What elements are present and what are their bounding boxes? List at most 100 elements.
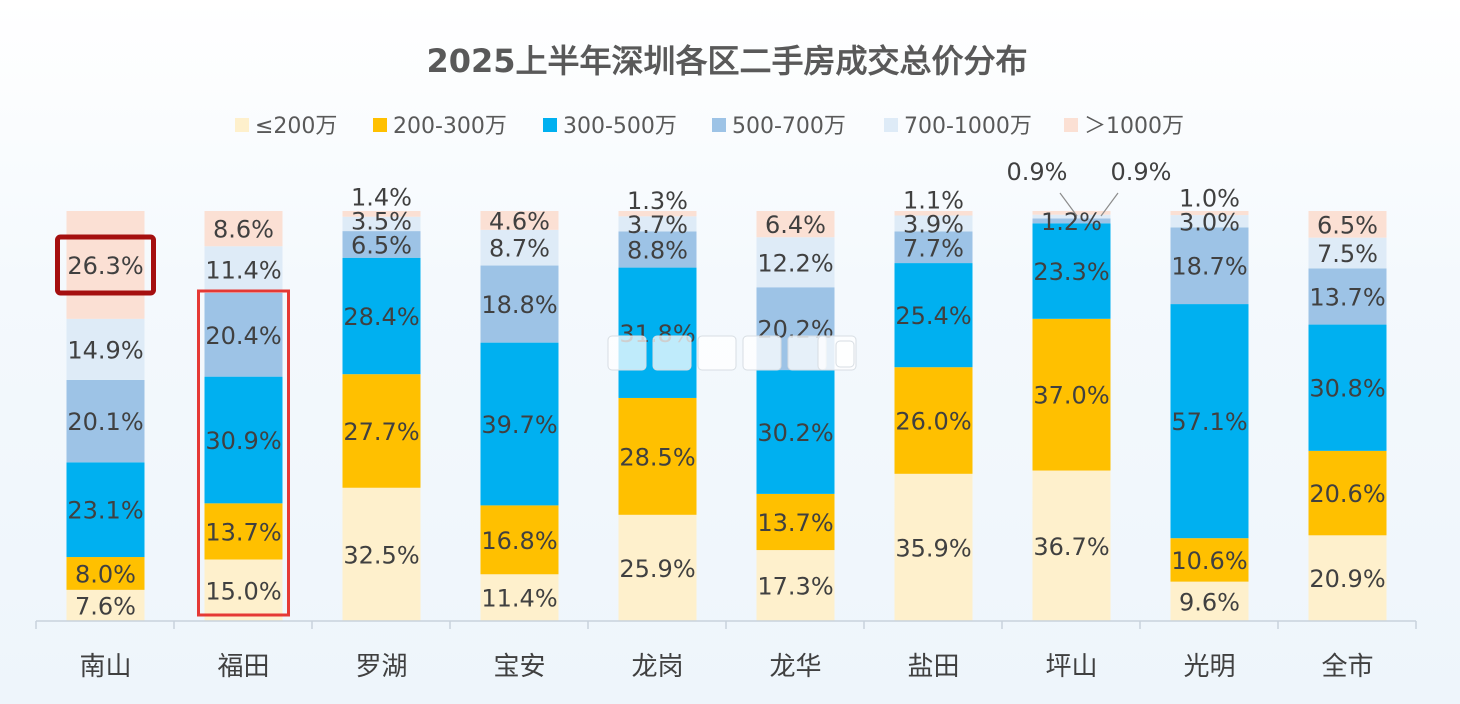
bar-segment-7-5	[894, 215, 973, 232]
data-label-2-4: 20.4%	[205, 322, 281, 350]
bar-segment-8-1	[1032, 470, 1111, 621]
data-label-3-6: 1.4%	[351, 183, 412, 211]
overlay-box-1	[607, 335, 647, 371]
bar-segment-3-4	[342, 231, 421, 258]
data-label-8-6: 0.9%	[1111, 158, 1172, 186]
data-label-9-4: 18.7%	[1171, 253, 1247, 281]
bar-segment-2-1	[204, 559, 283, 621]
bar-segment-8-6	[1032, 211, 1111, 215]
x-tick-label-8: 坪山	[1045, 652, 1097, 682]
data-label-6-6: 6.4%	[765, 211, 826, 239]
bar-segment-4-6	[480, 211, 559, 230]
bar-segment-9-1	[1170, 581, 1249, 621]
data-label-3-1: 32.5%	[343, 541, 419, 569]
data-label-9-6: 1.0%	[1179, 184, 1240, 212]
data-label-8-3: 23.3%	[1033, 258, 1109, 286]
bar-segment-7-1	[894, 473, 973, 621]
data-label-3-4: 6.5%	[351, 231, 412, 259]
data-label-2-5: 11.4%	[205, 257, 281, 285]
bar-segment-1-3	[66, 462, 145, 558]
bar-segment-1-2	[66, 557, 145, 590]
data-label-10-6: 6.5%	[1317, 211, 1378, 239]
x-tick-label-1: 南山	[79, 652, 131, 682]
bar-segment-9-5	[1170, 215, 1249, 228]
highlight-box-futian	[197, 289, 290, 617]
data-label-10-1: 20.9%	[1309, 565, 1385, 593]
bar-segment-8-3	[1032, 223, 1111, 319]
data-label-5-2: 28.5%	[619, 443, 695, 471]
x-tick-label-7: 盐田	[907, 652, 959, 682]
data-label-1-1: 7.6%	[75, 592, 136, 620]
overlay-box-2	[652, 335, 692, 371]
highlight-boxes	[55, 234, 290, 617]
x-tick-label-9: 光明	[1183, 652, 1235, 682]
legend-label-5: 700-1000万	[904, 114, 1032, 139]
x-tick-label-3: 罗湖	[355, 652, 407, 682]
bar-segment-6-2	[756, 493, 835, 551]
bar-segment-10-5	[1308, 237, 1387, 269]
data-label-9-5: 3.0%	[1179, 208, 1240, 236]
data-label-6-3: 30.2%	[757, 419, 833, 447]
bar-segment-4-2	[480, 505, 559, 575]
bar-segment-5-4	[618, 231, 697, 268]
data-label-10-4: 13.7%	[1309, 283, 1385, 311]
data-label-4-1: 11.4%	[481, 585, 557, 613]
legend-swatch-4	[712, 118, 726, 132]
data-label-1-3: 23.1%	[67, 497, 143, 525]
data-label-4-5: 8.7%	[489, 235, 550, 263]
bar-segment-6-1	[756, 550, 835, 621]
data-label-6-1: 17.3%	[757, 573, 833, 601]
data-label-4-3: 39.7%	[481, 411, 557, 439]
data-label-7-4: 7.7%	[903, 234, 964, 262]
data-label-1-4: 20.1%	[67, 408, 143, 436]
bar-segment-1-4	[66, 379, 145, 463]
data-label-4-2: 16.8%	[481, 527, 557, 555]
data-label-5-4: 8.8%	[627, 237, 688, 265]
data-label-9-2: 10.6%	[1171, 547, 1247, 575]
bar-segment-7-3	[894, 263, 973, 368]
data-label-2-2: 13.7%	[205, 518, 281, 546]
data-label-2-1: 15.0%	[205, 577, 281, 605]
data-label-3-2: 27.7%	[343, 418, 419, 446]
data-label-6-2: 13.7%	[757, 509, 833, 537]
data-label-1-6: 26.3%	[67, 252, 143, 280]
bar-segment-6-5	[756, 237, 835, 288]
overlay-box-3	[697, 335, 737, 371]
bar-segment-3-6	[342, 211, 421, 217]
data-label-1-2: 8.0%	[75, 560, 136, 588]
x-tick-label-2: 福田	[217, 652, 269, 682]
legend-swatch-6	[1064, 118, 1078, 132]
bar-segment-9-6	[1170, 211, 1249, 216]
data-label-10-3: 30.8%	[1309, 375, 1385, 403]
data-label-1-5: 14.9%	[67, 336, 143, 364]
x-tick-label-5: 龙岗	[631, 652, 683, 682]
legend-swatch-2	[373, 118, 387, 132]
data-label-7-3: 25.4%	[895, 302, 971, 330]
legend-label-2: 200-300万	[393, 114, 507, 139]
bar-segment-10-6	[1308, 211, 1387, 238]
bar-segment-3-1	[342, 487, 421, 621]
bar-segment-5-3	[618, 267, 697, 398]
bar-segment-7-4	[894, 231, 973, 264]
data-label-2-6: 8.6%	[213, 216, 274, 244]
data-label-8-5: 0.9%	[1007, 158, 1068, 186]
chart-title: 2025上半年深圳各区二手房成交总价分布	[426, 42, 1027, 80]
data-label-7-6: 1.1%	[903, 186, 964, 214]
data-labels: 7.6% 8.0% 23.1% 20.1% 14.9% 26.3% 15.0% 13.7% 30…	[67, 158, 1385, 620]
bar-segment-4-3	[480, 342, 559, 506]
legend-swatch-5	[884, 118, 898, 132]
bar-segment-5-2	[618, 397, 697, 515]
bar-segment-5-5	[618, 216, 697, 232]
bar-segment-10-3	[1308, 324, 1387, 451]
legend-label-3: 300-500万	[563, 114, 677, 139]
x-tick-label-4: 宝安	[493, 652, 545, 682]
highlight-box-nanshan	[55, 234, 156, 296]
legend: ≤200万 200-300万 300-500万 500-700万 700-1000万 ＞1…	[235, 114, 1184, 139]
bar-segment-8-2	[1032, 318, 1111, 471]
data-label-9-1: 9.6%	[1179, 588, 1240, 616]
data-label-5-5: 3.7%	[627, 211, 688, 239]
overlay-artifact	[607, 335, 857, 371]
bar-segment-8-4	[1032, 218, 1111, 224]
